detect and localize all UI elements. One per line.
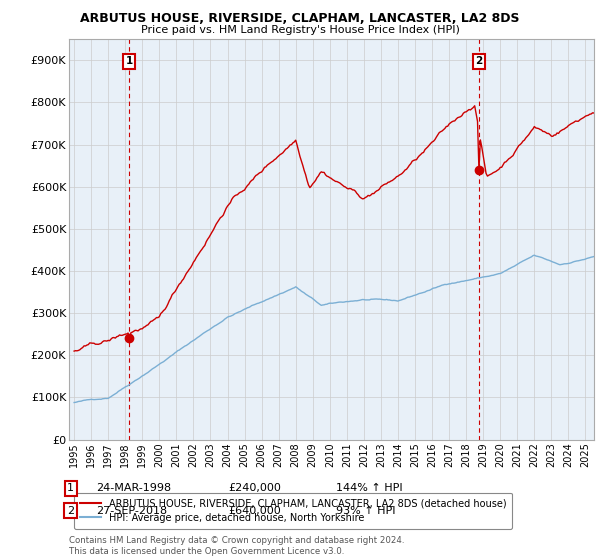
Text: ARBUTUS HOUSE, RIVERSIDE, CLAPHAM, LANCASTER, LA2 8DS: ARBUTUS HOUSE, RIVERSIDE, CLAPHAM, LANCA… <box>80 12 520 25</box>
Text: 144% ↑ HPI: 144% ↑ HPI <box>336 483 403 493</box>
Legend: ARBUTUS HOUSE, RIVERSIDE, CLAPHAM, LANCASTER, LA2 8DS (detached house), HPI: Ave: ARBUTUS HOUSE, RIVERSIDE, CLAPHAM, LANCA… <box>74 492 512 529</box>
Text: 24-MAR-1998: 24-MAR-1998 <box>96 483 171 493</box>
Text: 2: 2 <box>67 506 74 516</box>
Text: 1: 1 <box>125 56 133 66</box>
Text: 93% ↑ HPI: 93% ↑ HPI <box>336 506 395 516</box>
Text: 1: 1 <box>67 483 74 493</box>
Text: £640,000: £640,000 <box>228 506 281 516</box>
Text: Price paid vs. HM Land Registry's House Price Index (HPI): Price paid vs. HM Land Registry's House … <box>140 25 460 35</box>
Text: 2: 2 <box>475 56 482 66</box>
Text: £240,000: £240,000 <box>228 483 281 493</box>
Text: 27-SEP-2018: 27-SEP-2018 <box>96 506 167 516</box>
Text: Contains HM Land Registry data © Crown copyright and database right 2024.
This d: Contains HM Land Registry data © Crown c… <box>69 536 404 556</box>
